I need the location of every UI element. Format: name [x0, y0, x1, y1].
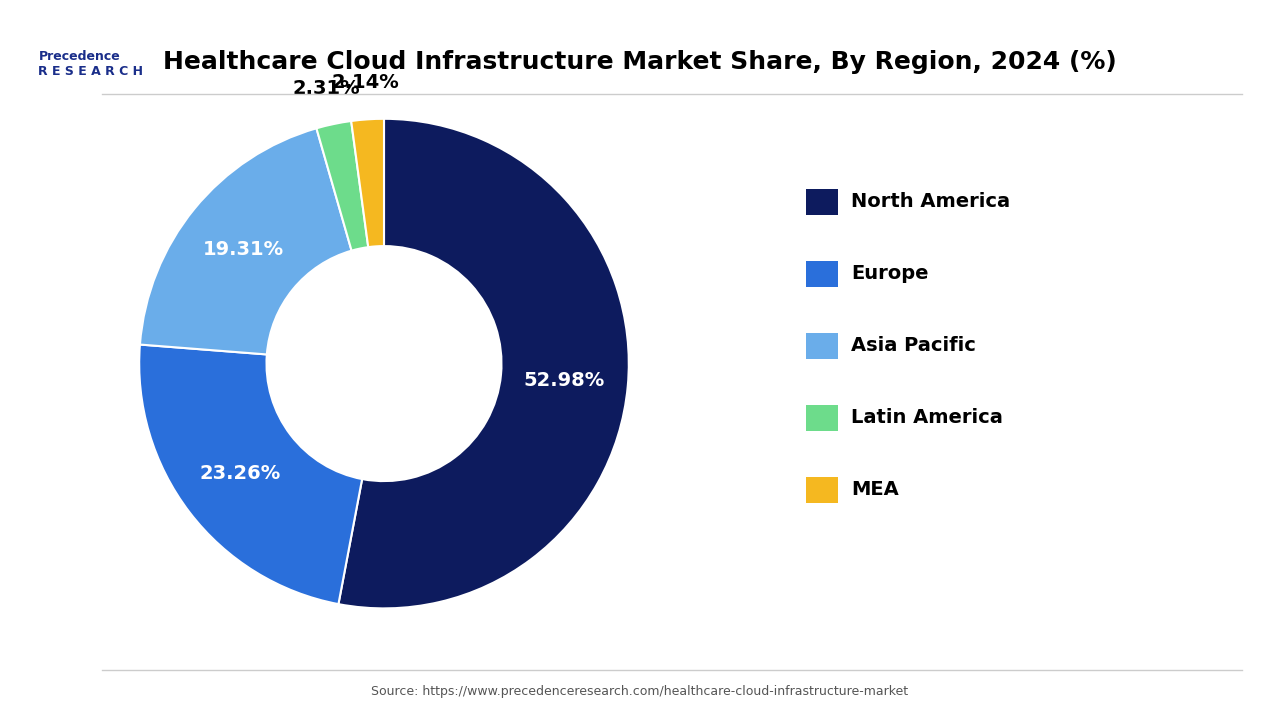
Wedge shape: [140, 345, 362, 604]
Text: Asia Pacific: Asia Pacific: [851, 336, 977, 355]
Text: North America: North America: [851, 192, 1010, 211]
Text: 23.26%: 23.26%: [200, 464, 280, 483]
Text: 19.31%: 19.31%: [204, 240, 284, 258]
Wedge shape: [351, 119, 384, 247]
Text: Precedence
R E S E A R C H: Precedence R E S E A R C H: [38, 50, 143, 78]
Text: 52.98%: 52.98%: [524, 371, 605, 390]
Wedge shape: [140, 128, 352, 354]
Text: 2.31%: 2.31%: [292, 78, 360, 98]
Circle shape: [266, 246, 502, 481]
Text: Europe: Europe: [851, 264, 929, 283]
Text: 2.14%: 2.14%: [332, 73, 399, 92]
Text: Source: https://www.precedenceresearch.com/healthcare-cloud-infrastructure-marke: Source: https://www.precedenceresearch.c…: [371, 685, 909, 698]
Text: Healthcare Cloud Infrastructure Market Share, By Region, 2024 (%): Healthcare Cloud Infrastructure Market S…: [163, 50, 1117, 74]
Wedge shape: [338, 119, 628, 608]
Text: Latin America: Latin America: [851, 408, 1004, 427]
Wedge shape: [316, 121, 369, 251]
Text: MEA: MEA: [851, 480, 899, 499]
